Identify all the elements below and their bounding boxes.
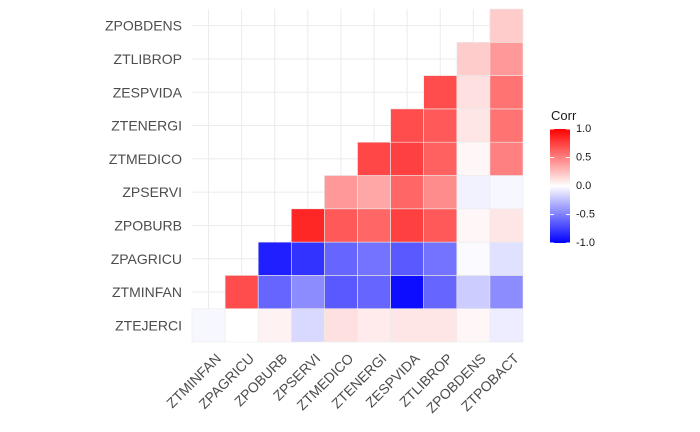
heatmap-cell-ztmedico-zpobdens [456, 141, 491, 176]
legend-label: 0.0 [576, 180, 591, 192]
heatmap-cell-zpservi-ztpobact [489, 175, 524, 210]
heatmap-cell-zpoburb-ztpobact [489, 208, 524, 243]
y-tick-label: ZPAGRICU [111, 251, 182, 267]
heatmap-cell-ztminfan-zpagricu [224, 275, 259, 309]
heatmap-cell-ztejerci-zpagricu [224, 308, 259, 343]
heatmap-cell-zpagricu-ztlibrop [423, 241, 458, 276]
heatmap-cell-ztenergi-zespvida [390, 108, 425, 143]
heatmap-cell-zpservi-zpobdens [456, 175, 491, 210]
heatmap-cell-zpoburb-zpobdens [456, 208, 491, 243]
y-tick-label: ZPOBDENS [105, 18, 182, 34]
heatmap-cell-ztlibrop-zpobdens [456, 41, 491, 76]
heatmap-cell-zpoburb-ztmedico [324, 208, 358, 243]
heatmap-cell-ztmedico-ztpobact [489, 141, 524, 176]
legend-label: -1.0 [576, 237, 595, 249]
heatmap-cell-ztejerci-zpservi [290, 308, 325, 343]
heatmap-cell-zespvida-zpobdens [456, 75, 491, 110]
heatmap-cell-ztminfan-zpoburb [257, 275, 292, 309]
heatmap-cell-ztminfan-zpservi [290, 275, 325, 309]
heatmap-cell-ztminfan-ztenergi [357, 275, 391, 309]
y-tick-label: ZPOBURB [114, 217, 182, 233]
heatmap-cell-zpservi-ztlibrop [423, 175, 458, 210]
x-tick-labels: ZTMINFANZPAGRICUZPOBURBZPSERVIZTMEDICOZT… [163, 350, 522, 416]
heatmap-cell-ztejerci-ztminfan [191, 308, 226, 343]
heatmap-cell-ztminfan-ztlibrop [423, 275, 458, 309]
heatmap-cell-ztejerci-zpoburb [257, 308, 292, 343]
y-tick-label: ZESPVIDA [113, 84, 183, 100]
legend-ticks: 1.0 0.5 0.0 -0.5 -1.0 [550, 123, 595, 249]
heatmap-cell-ztejerci-zpobdens [456, 308, 491, 343]
legend-colorbar [550, 129, 570, 243]
heatmap-cell-zpoburb-ztenergi [357, 208, 391, 243]
heatmap-cell-zpoburb-zespvida [390, 208, 425, 243]
heatmap-cell-zpservi-zespvida [390, 175, 425, 210]
heatmap-cell-zpagricu-zpobdens [456, 241, 491, 276]
heatmap-cell-ztminfan-ztpobact [489, 275, 524, 309]
heatmap-cell-zpservi-ztmedico [324, 175, 358, 210]
legend-title: Corr [551, 108, 577, 123]
heatmap-cell-ztminfan-zespvida [390, 275, 425, 309]
heatmap-cell-ztenergi-zpobdens [456, 108, 491, 143]
y-tick-labels: ZTEJERCI ZTMINFAN ZPAGRICU ZPOBURB ZPSERVI ZT… [105, 18, 183, 334]
heatmap-cell-ztenergi-ztlibrop [423, 108, 458, 143]
heatmap-cells [191, 8, 524, 343]
heatmap-cell-zespvida-ztpobact [489, 75, 524, 110]
heatmap-cell-ztenergi-ztpobact [489, 108, 524, 143]
heatmap-cell-zespvida-ztlibrop [423, 75, 458, 110]
legend-label: -0.5 [576, 209, 595, 221]
heatmap-cell-zpagricu-ztpobact [489, 241, 524, 276]
heatmap-cell-zpoburb-zpservi [290, 208, 325, 243]
heatmap-cell-ztminfan-zpobdens [456, 275, 491, 309]
heatmap-cell-ztejerci-ztmedico [324, 308, 358, 343]
y-tick-label: ZTEJERCI [115, 317, 182, 333]
heatmap-cell-ztejerci-zespvida [390, 308, 425, 343]
heatmap-cell-zpservi-ztenergi [357, 175, 391, 210]
heatmap-cell-ztejerci-ztenergi [357, 308, 391, 343]
heatmap-cell-zpoburb-ztlibrop [423, 208, 458, 243]
heatmap-cell-zpagricu-zespvida [390, 241, 425, 276]
y-tick-label: ZTMEDICO [109, 151, 182, 167]
heatmap-cell-zpagricu-ztenergi [357, 241, 391, 276]
y-tick-label: ZPSERVI [122, 184, 182, 200]
heatmap-cell-zpagricu-zpoburb [257, 241, 292, 276]
y-tick-label: ZTLIBROP [114, 51, 182, 67]
heatmap-cell-ztejerci-ztlibrop [423, 308, 458, 343]
heatmap-cell-zpagricu-zpservi [290, 241, 325, 276]
legend: Corr 1.0 0.5 0.0 -0.5 -1.0 [550, 108, 595, 249]
heatmap-cell-ztmedico-ztlibrop [423, 141, 458, 176]
legend-label: 0.5 [576, 152, 591, 164]
y-tick-label: ZTENERGI [111, 118, 182, 134]
heatmap-cell-ztmedico-ztenergi [357, 141, 391, 176]
heatmap-cell-zpobdens-ztpobact [489, 8, 524, 43]
heatmap-cell-ztminfan-ztmedico [324, 275, 358, 309]
y-tick-label: ZTMINFAN [112, 284, 182, 300]
legend-label: 1.0 [576, 123, 591, 135]
heatmap-cell-zpagricu-ztmedico [324, 241, 358, 276]
heatmap-cell-ztlibrop-ztpobact [489, 41, 524, 76]
heatmap-cell-ztmedico-zespvida [390, 141, 425, 176]
heatmap-cell-ztejerci-ztpobact [489, 308, 524, 343]
